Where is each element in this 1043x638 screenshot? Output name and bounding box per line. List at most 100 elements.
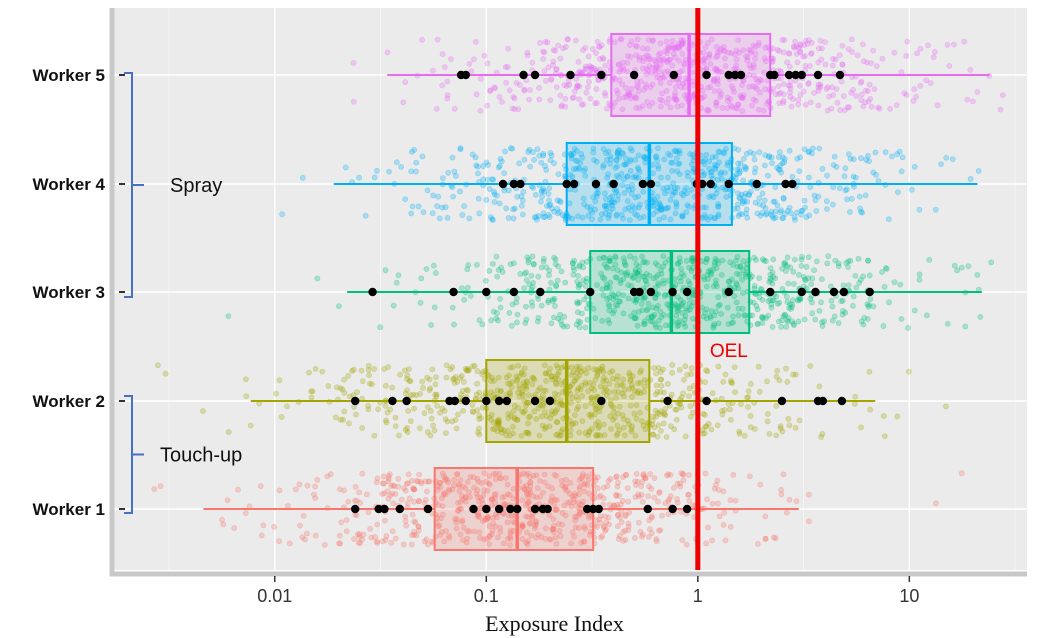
jitter-point xyxy=(538,159,545,166)
jitter-point xyxy=(792,424,799,431)
jitter-point xyxy=(780,471,787,478)
jitter-point xyxy=(484,60,491,67)
jitter-point xyxy=(778,169,785,176)
jitter-point xyxy=(785,50,792,57)
jitter-point xyxy=(828,105,835,112)
jitter-point xyxy=(653,370,659,377)
jitter-point xyxy=(420,209,427,216)
jitter-point xyxy=(793,43,800,50)
jitter-point xyxy=(524,254,531,261)
jitter-point xyxy=(780,98,787,104)
jitter-point xyxy=(806,518,812,525)
jitter-point xyxy=(704,106,711,113)
jitter-point xyxy=(513,79,520,86)
jitter-point xyxy=(379,491,385,497)
jitter-point xyxy=(832,56,839,63)
jitter-point xyxy=(419,36,425,43)
jitter-point xyxy=(380,473,387,480)
jitter-point xyxy=(405,366,412,372)
jitter-point xyxy=(569,155,575,162)
jitter-point xyxy=(604,105,610,112)
jitter-point xyxy=(474,407,481,413)
jitter-point xyxy=(680,80,686,87)
jitter-point xyxy=(414,478,421,485)
jitter-point xyxy=(723,145,729,152)
jitter-point xyxy=(762,44,769,51)
jitter-point xyxy=(728,102,734,109)
jitter-point xyxy=(657,40,664,47)
jitter-point xyxy=(687,151,694,158)
jitter-point xyxy=(354,389,360,395)
jitter-point xyxy=(393,159,400,166)
jitter-point xyxy=(943,154,950,161)
jitter-point xyxy=(575,272,581,279)
jitter-point xyxy=(518,202,525,209)
jitter-point xyxy=(616,492,622,499)
jitter-point xyxy=(618,211,625,218)
jitter-point xyxy=(775,83,782,90)
plot-panel xyxy=(112,8,1027,570)
jitter-point xyxy=(628,272,634,279)
jitter-point xyxy=(750,150,757,157)
jitter-point xyxy=(757,212,764,219)
jitter-point xyxy=(607,156,614,163)
jitter-point xyxy=(664,99,670,106)
jitter-point xyxy=(679,41,686,48)
jitter-point xyxy=(532,191,539,198)
jitter-point xyxy=(903,53,910,59)
jitter-point xyxy=(531,261,537,268)
jitter-point xyxy=(776,299,783,306)
jitter-point xyxy=(579,214,586,221)
jitter-point xyxy=(657,80,664,86)
jitter-point xyxy=(780,195,787,202)
jitter-point xyxy=(510,215,517,222)
jitter-point xyxy=(717,93,724,100)
jitter-point xyxy=(443,362,450,369)
jitter-point xyxy=(752,97,759,104)
jitter-point xyxy=(312,495,319,501)
jitter-point xyxy=(624,485,631,491)
observation-point xyxy=(829,287,839,297)
x-axis-title: Exposure Index xyxy=(485,611,624,636)
jitter-point xyxy=(603,285,610,291)
jitter-point xyxy=(490,188,497,195)
jitter-point xyxy=(462,365,469,372)
jitter-point xyxy=(754,321,761,327)
jitter-point xyxy=(786,422,793,429)
jitter-point xyxy=(716,159,722,166)
jitter-point xyxy=(644,259,650,266)
jitter-point xyxy=(736,166,743,173)
jitter-point xyxy=(660,280,667,287)
jitter-point xyxy=(724,162,731,168)
jitter-point xyxy=(710,78,717,85)
jitter-point xyxy=(341,408,348,415)
jitter-point xyxy=(853,284,860,291)
group-label-spray: Spray xyxy=(170,175,222,197)
jitter-point xyxy=(402,390,409,397)
jitter-point xyxy=(518,193,525,200)
jitter-point xyxy=(898,316,905,322)
jitter-point xyxy=(717,46,724,52)
jitter-point xyxy=(343,528,350,535)
jitter-point xyxy=(887,105,894,112)
observation-point xyxy=(638,179,648,189)
jitter-point xyxy=(515,106,522,112)
jitter-point xyxy=(725,159,731,166)
jitter-point xyxy=(769,324,776,330)
jitter-point xyxy=(536,96,543,103)
jitter-point xyxy=(623,160,630,167)
jitter-point xyxy=(473,91,480,98)
jitter-point xyxy=(495,267,502,273)
jitter-point xyxy=(682,312,689,319)
jitter-point xyxy=(753,256,759,263)
jitter-point xyxy=(632,194,639,201)
jitter-point xyxy=(665,174,671,181)
jitter-point xyxy=(569,95,576,101)
jitter-point xyxy=(608,202,615,209)
jitter-point xyxy=(660,57,667,64)
jitter-point xyxy=(606,521,612,528)
jitter-point xyxy=(618,519,625,525)
jitter-point xyxy=(325,383,332,389)
jitter-point xyxy=(650,37,656,44)
jitter-point xyxy=(875,178,882,184)
